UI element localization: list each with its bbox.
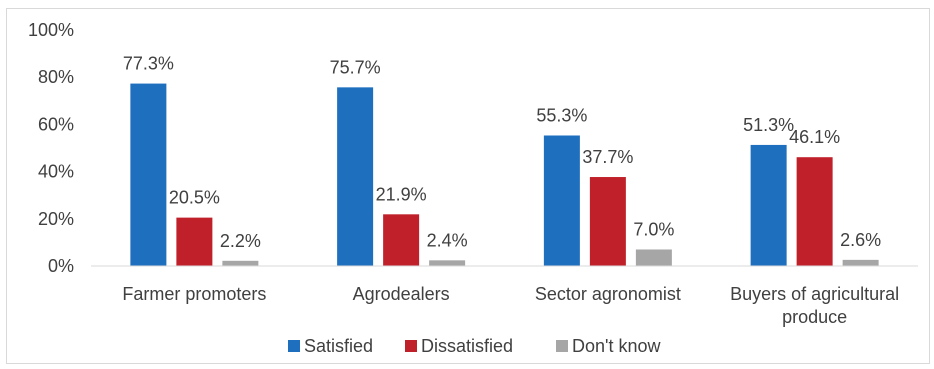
data-labels: 77.3% 75.7% 55.3% 51.3% 20.5% 21.9% 37.7% 46.1%… (123, 54, 881, 251)
data-label: 77.3% (123, 54, 174, 74)
data-label: 37.7% (582, 147, 633, 167)
x-category-label-line: produce (782, 307, 847, 327)
legend-swatch (405, 340, 417, 352)
bar-dissatisfied-2 (589, 177, 626, 266)
y-axis: 0% 20% 40% 60% 80% 100% (28, 20, 74, 276)
x-axis: Farmer promoters Agrodealers Sector agrono… (122, 284, 899, 327)
y-tick-label: 20% (38, 209, 74, 229)
data-label: 2.4% (427, 230, 468, 250)
bar-satisfied-2 (543, 135, 580, 266)
bar-don-t-know-1 (429, 260, 466, 266)
x-category-label: Buyers of agricultural produce (730, 284, 899, 327)
x-category-label-line: Agrodealers (353, 284, 450, 304)
y-tick-label: 60% (38, 114, 74, 134)
legend-label: Dissatisfied (421, 336, 513, 356)
y-tick-label: 100% (28, 20, 74, 40)
data-label: 21.9% (376, 184, 427, 204)
legend-swatch (288, 340, 300, 352)
legend: Satisfied Dissatisfied Don't know (288, 336, 661, 356)
bar-satisfied-3 (750, 144, 787, 266)
data-label: 7.0% (633, 219, 674, 239)
x-category-label-line: Buyers of agricultural (730, 284, 899, 304)
bar-don-t-know-3 (842, 259, 879, 266)
bar-don-t-know-2 (635, 249, 672, 266)
x-category-label: Agrodealers (353, 284, 450, 304)
bar-dissatisfied-0 (176, 217, 213, 266)
legend-label: Satisfied (304, 336, 373, 356)
bar-dissatisfied-1 (383, 214, 420, 266)
bar-don-t-know-0 (222, 260, 259, 266)
data-label: 20.5% (169, 188, 220, 208)
data-label: 51.3% (743, 115, 794, 135)
data-label: 75.7% (330, 57, 381, 77)
y-tick-label: 40% (38, 162, 74, 182)
bar-dissatisfied-3 (796, 157, 833, 266)
bar-satisfied-0 (130, 83, 167, 267)
data-label: 55.3% (536, 105, 587, 125)
bar-satisfied-1 (337, 87, 374, 267)
y-tick-label: 80% (38, 67, 74, 87)
data-label: 46.1% (789, 127, 840, 147)
legend-label: Don't know (572, 336, 661, 356)
x-category-label-line: Sector agronomist (535, 284, 681, 304)
bars (130, 83, 879, 267)
data-label: 2.2% (220, 231, 261, 251)
y-tick-label: 0% (48, 256, 74, 276)
x-category-label-line: Farmer promoters (122, 284, 266, 304)
x-category-label: Farmer promoters (122, 284, 266, 304)
x-category-label: Sector agronomist (535, 284, 681, 304)
legend-swatch (556, 340, 568, 352)
data-label: 2.6% (840, 230, 881, 250)
